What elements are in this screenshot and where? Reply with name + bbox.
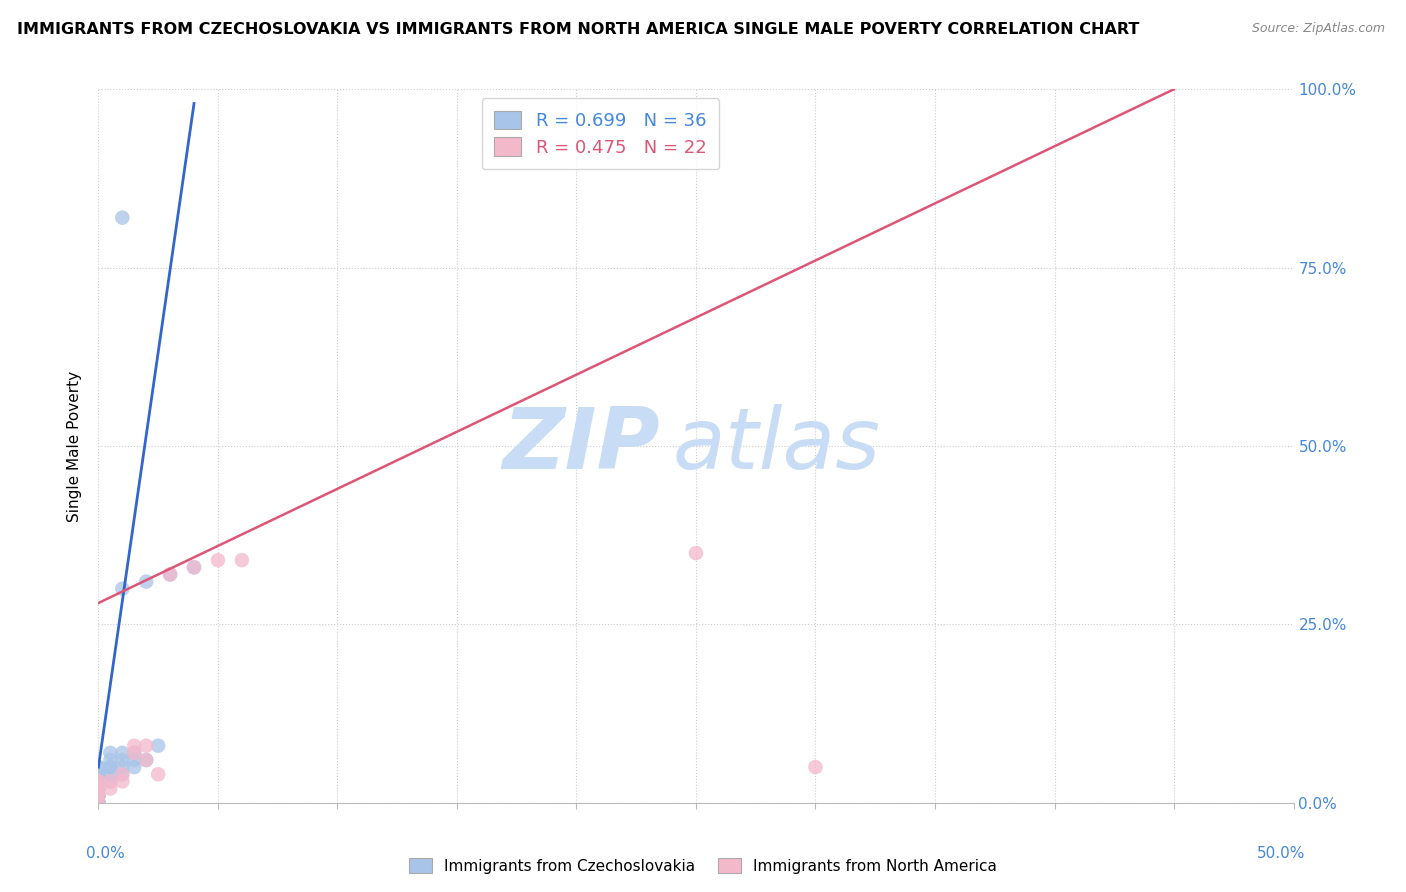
Point [124, 760, 146, 774]
Point [87, 774, 110, 789]
Point [87, 796, 110, 810]
Legend: R = 0.699   N = 36, R = 0.475   N = 22: R = 0.699 N = 36, R = 0.475 N = 22 [482, 98, 718, 169]
Point [87, 796, 110, 810]
Point [231, 553, 253, 567]
Point [87, 789, 110, 803]
Point [98, 781, 122, 796]
Point [98, 746, 122, 760]
Y-axis label: Single Male Poverty: Single Male Poverty [67, 370, 83, 522]
Text: 0.0%: 0.0% [87, 846, 125, 861]
Point [111, 774, 134, 789]
Point [98, 760, 122, 774]
Point [87, 774, 110, 789]
Point [98, 760, 122, 774]
Point [87, 781, 110, 796]
Text: IMMIGRANTS FROM CZECHOSLOVAKIA VS IMMIGRANTS FROM NORTH AMERICA SINGLE MALE POVE: IMMIGRANTS FROM CZECHOSLOVAKIA VS IMMIGR… [17, 22, 1139, 37]
Point [87, 767, 110, 781]
Point [87, 767, 110, 781]
Text: Source: ZipAtlas.com: Source: ZipAtlas.com [1251, 22, 1385, 36]
Point [135, 574, 157, 589]
Point [124, 746, 146, 760]
Point [183, 560, 205, 574]
Point [804, 760, 827, 774]
Point [87, 781, 110, 796]
Point [87, 774, 110, 789]
Point [111, 211, 134, 225]
Point [148, 739, 170, 753]
Point [135, 753, 157, 767]
Point [87, 789, 110, 803]
Point [98, 753, 122, 767]
Point [159, 567, 181, 582]
Point [124, 739, 146, 753]
Point [111, 760, 134, 774]
Point [87, 781, 110, 796]
Point [124, 753, 146, 767]
Point [135, 739, 157, 753]
Legend: Immigrants from Czechoslovakia, Immigrants from North America: Immigrants from Czechoslovakia, Immigran… [402, 852, 1004, 880]
Point [87, 789, 110, 803]
Point [87, 781, 110, 796]
Point [87, 789, 110, 803]
Point [98, 767, 122, 781]
Text: ZIP: ZIP [502, 404, 661, 488]
Point [111, 753, 134, 767]
Point [111, 582, 134, 596]
Point [87, 796, 110, 810]
Point [148, 767, 170, 781]
Point [98, 774, 122, 789]
Point [111, 767, 134, 781]
Point [685, 546, 707, 560]
Point [159, 567, 181, 582]
Point [87, 781, 110, 796]
Point [98, 774, 122, 789]
Text: 50.0%: 50.0% [1257, 846, 1306, 861]
Point [183, 560, 205, 574]
Point [135, 753, 157, 767]
Point [87, 760, 110, 774]
Point [207, 553, 229, 567]
Point [87, 774, 110, 789]
Point [87, 774, 110, 789]
Point [87, 760, 110, 774]
Text: atlas: atlas [672, 404, 880, 488]
Point [87, 796, 110, 810]
Point [87, 789, 110, 803]
Point [111, 767, 134, 781]
Point [124, 746, 146, 760]
Point [111, 746, 134, 760]
